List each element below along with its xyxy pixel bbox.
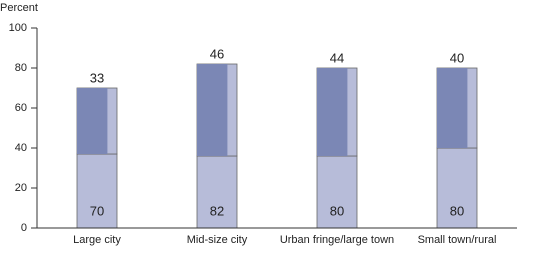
y-tick-label: 80 [15, 62, 27, 74]
y-axis-label: Percent [0, 2, 38, 14]
total-label: 70 [90, 203, 104, 218]
total-label: 82 [210, 203, 224, 218]
y-tick-label: 40 [15, 142, 27, 154]
total-label: 80 [330, 203, 344, 218]
segment-label: 44 [330, 50, 344, 65]
bar-segment [317, 68, 348, 156]
y-tick-label: 60 [15, 102, 27, 114]
total-label: 80 [450, 203, 464, 218]
x-tick-label: Urban fringe/large town [280, 234, 394, 246]
x-tick-label: Mid-size city [187, 234, 248, 246]
segment-label: 33 [90, 70, 104, 85]
bar-segment [196, 155, 238, 229]
bar-segment [197, 64, 228, 156]
segment-label: 40 [450, 50, 464, 65]
bar-segment [436, 147, 478, 229]
x-tick-label: Large city [73, 234, 121, 246]
bar-segment [77, 88, 108, 154]
bar-segment [316, 155, 358, 229]
y-tick-label: 0 [21, 222, 27, 234]
segment-label: 46 [210, 46, 224, 61]
bar-segment [437, 68, 468, 148]
x-tick-label: Small town/rural [418, 234, 497, 246]
y-tick-label: 100 [9, 22, 27, 34]
y-tick-label: 20 [15, 182, 27, 194]
